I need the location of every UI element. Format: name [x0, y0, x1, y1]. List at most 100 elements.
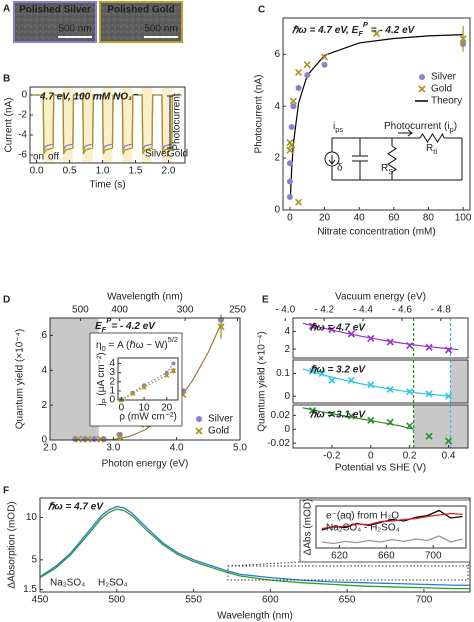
inset-frame [89, 332, 183, 427]
scale-bar-label: 500 nm [58, 24, 91, 35]
plot-area [40, 505, 470, 590]
series-line [302, 368, 449, 397]
text-part: p [450, 125, 454, 134]
data-point [347, 376, 355, 384]
data-point [74, 435, 83, 443]
data-point [308, 406, 317, 415]
data-point [286, 178, 293, 185]
annotation: ℏω = 3.1 eV [310, 410, 366, 421]
data-point [91, 436, 98, 443]
x-tick-label: 60 [388, 213, 400, 224]
annotation: η0 = A (ℏω − W)5/2 [96, 335, 178, 353]
y-tick-label: 0 [41, 435, 47, 446]
series-line [321, 509, 463, 531]
x-tick-label: 500 [108, 595, 125, 606]
annotation: 4.7 eV, 100 mM NO₃⁻ [39, 92, 139, 103]
data-point [320, 53, 329, 61]
data-point [295, 85, 302, 92]
data-point [286, 160, 293, 167]
data-point [308, 322, 317, 330]
x-tick-label: 100 [455, 213, 472, 224]
x2-axis-label: Vacuum energy (eV) [335, 292, 426, 303]
y-tick-label: -2 [18, 110, 27, 121]
annotation: Photocurrent [172, 93, 183, 150]
annotation: ℏω = 4.7 eV [310, 323, 366, 334]
plot-area [33, 87, 182, 163]
y-tick-label: 0 [284, 424, 290, 435]
series-line [321, 535, 463, 545]
x-tick-label: 0.2 [403, 451, 417, 462]
legend-label: Gold [208, 426, 229, 437]
text-part: R [381, 163, 388, 174]
text-part: = A (ℏω − W) [106, 340, 168, 351]
panel-label: B [3, 74, 10, 85]
data-point [130, 391, 136, 397]
x-tick-label: 620 [331, 551, 348, 562]
x-tick-label: 550 [185, 595, 202, 606]
sem-image [99, 1, 183, 43]
annotation: EFP= - 4.2 eV [95, 316, 156, 334]
y-tick-label: 3 [109, 367, 115, 378]
y-tick-label: -4 [18, 130, 27, 141]
chart: 0 0.1 Quantum yield (×10⁻⁴) ℏω = 3.2 eV [257, 331, 469, 432]
x2-tick-label: 500 [72, 305, 89, 316]
text-part: i [333, 121, 335, 132]
axes-frame [292, 404, 469, 449]
plot-area [289, 34, 464, 196]
data-point [295, 68, 303, 77]
annotation: ℏω = 4.7 eV [48, 502, 104, 513]
legend-label: Gold [167, 149, 188, 160]
y-axis-label: Quantum yield (×10⁻⁴) [15, 329, 26, 429]
legend-label: Silver [208, 414, 234, 425]
chart: 2 4 - 4.0 - 4.2 - 4.4 - 4.6 - 4.8 Vacuum energy… [262, 292, 469, 359]
data-point [289, 97, 297, 105]
shaded-region [413, 405, 468, 448]
data-point [425, 432, 433, 440]
wire-gap [420, 134, 444, 142]
y-tick-label: 2 [109, 376, 115, 387]
text-part: 5/2 [168, 335, 178, 344]
annotation: Rtl [426, 143, 437, 157]
legend-label: Silver [431, 72, 457, 83]
data-point [308, 367, 317, 375]
x-tick-label: 600 [262, 595, 279, 606]
chart: 620 660 700 ΔAbs (mOD) e⁻(aq) from H₂ONa₂SO₄… [299, 499, 471, 563]
x2-tick-label: 300 [177, 305, 194, 316]
text-part: = - 4.2 eV [111, 321, 156, 332]
data-point [328, 376, 336, 384]
legend-label: H₂SO₄ [98, 578, 128, 589]
text-part: F [102, 325, 107, 334]
x-tick-label: 40 [354, 213, 366, 224]
annotation: δ [337, 163, 343, 174]
x-tick-label: 1.0 [96, 166, 110, 177]
data-point [290, 103, 297, 110]
data-point [406, 388, 414, 396]
data-point [116, 432, 124, 441]
data-point [286, 146, 294, 154]
text-part: P [100, 398, 109, 403]
text-part: Photocurrent (i [384, 121, 450, 132]
y-tick-label: 4 [284, 326, 290, 337]
data-point [288, 141, 296, 149]
data-point [217, 323, 225, 331]
x-tick-label: 650 [339, 595, 356, 606]
data-point [328, 410, 336, 418]
y-tick-label: 6 [41, 330, 47, 341]
x2-tick-label: - 4.2 [314, 305, 334, 316]
data-point [406, 422, 414, 430]
series-line [121, 363, 174, 400]
x-axis-label: Time (s) [89, 180, 125, 191]
axes-frame [282, 17, 471, 211]
y-tick-label: 6 [274, 49, 280, 60]
x-tick-label: 0.0 [30, 166, 44, 177]
text-part: = - 4.2 eV [368, 25, 416, 36]
y-axis-label: Quantum yield (×10⁻⁴) [257, 331, 268, 431]
text-part: ) [454, 121, 457, 132]
inset-frame [299, 499, 471, 563]
x-tick-label: 0 [368, 451, 374, 462]
x-tick-label: 20 [319, 213, 331, 224]
y-tick-label: -0.02 [267, 438, 290, 449]
y-tick-label: -6 [18, 150, 27, 161]
